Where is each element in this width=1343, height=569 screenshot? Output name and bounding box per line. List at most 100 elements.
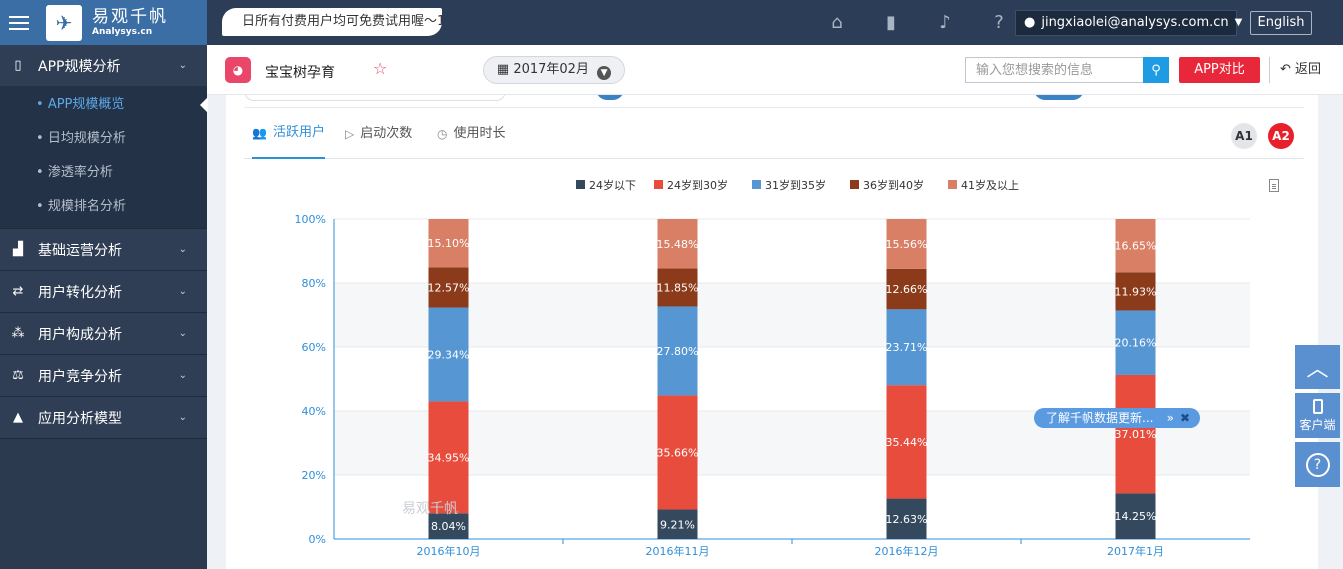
- calendar-icon: ▦: [496, 62, 510, 77]
- user-icon: ●: [1024, 15, 1036, 30]
- data-label: 9.21%: [660, 518, 695, 531]
- nav-head-user-competition[interactable]: ⚖ 用户竞争分析 ⌄: [0, 355, 207, 396]
- chevron-down-icon: ⌄: [178, 244, 187, 255]
- logo-icon[interactable]: ✈: [46, 4, 82, 41]
- app-name: 宝宝树孕育: [265, 65, 335, 81]
- scroll-top-button[interactable]: ︿: [1295, 345, 1340, 389]
- bar-chart-icon[interactable]: ▮: [886, 12, 896, 33]
- nav-head-user-composition[interactable]: ⁂ 用户构成分析 ⌄: [0, 313, 207, 354]
- export-document-icon[interactable]: [1269, 179, 1279, 192]
- watermark-text: 易观千帆: [402, 501, 458, 517]
- content-panel: 👥 活跃用户 ▷ 启动次数 ◷ 使用时长 A1 A2 0% 20% 40% 60% 80…: [226, 95, 1318, 569]
- nav-head-user-conversion[interactable]: ⇄ 用户转化分析 ⌄: [0, 271, 207, 312]
- model-icon: ▲: [13, 410, 23, 425]
- play-icon: ▷: [345, 127, 355, 141]
- double-chevron-right-icon[interactable]: »: [1166, 411, 1174, 425]
- menu-toggle-icon[interactable]: [0, 0, 38, 45]
- logo-area: ✈ 易观千帆 Analysys.cn: [0, 0, 207, 45]
- bar-segment: [657, 268, 698, 307]
- y-tick-label: 20%: [302, 469, 326, 482]
- sidebar-item-scale-ranking[interactable]: • 规模排名分析: [36, 199, 126, 214]
- home-icon[interactable]: ⌂: [831, 12, 843, 33]
- bar-segment: [657, 509, 698, 539]
- nav-head-label: 用户竞争分析: [38, 368, 122, 385]
- help-icon[interactable]: ?: [994, 12, 1004, 33]
- client-download-button[interactable]: 客户端: [1295, 393, 1340, 438]
- nav-head-analysis-model[interactable]: ▲ 应用分析模型 ⌄: [0, 397, 207, 438]
- chevron-down-icon: ⌄: [178, 370, 187, 381]
- chevron-down-icon: ▼: [597, 66, 612, 80]
- data-label: 12.57%: [428, 281, 470, 294]
- user-menu[interactable]: ● jingxiaolei@analysys.com.cn ▼: [1015, 10, 1242, 36]
- page-edge: [1330, 95, 1343, 569]
- search-input[interactable]: [965, 57, 1143, 83]
- tab-active-users[interactable]: 👥 活跃用户: [252, 115, 325, 159]
- metric-tabs: 👥 活跃用户 ▷ 启动次数 ◷ 使用时长: [244, 115, 1304, 159]
- sub-header: ◕ 宝宝树孕育 ☆ ▦ 2017年02月 ▼ ⚲ APP对比 ↶ 返回: [207, 45, 1343, 95]
- data-label: 20.16%: [1115, 337, 1157, 350]
- badge-a1[interactable]: A1: [1231, 123, 1257, 149]
- notice-banner[interactable]: 日所有付费用户均可免费试用喔～12: [222, 8, 442, 36]
- nav-group-basic-ops: ▟ 基础运营分析 ⌄: [0, 229, 207, 271]
- top-icons: ⌂ ▮ ♪ ?: [810, 0, 1026, 45]
- back-button[interactable]: ↶ 返回: [1269, 57, 1321, 83]
- data-label: 15.10%: [428, 237, 470, 250]
- y-tick-label: 100%: [295, 213, 326, 226]
- bar-segment: [1115, 219, 1156, 273]
- language-button[interactable]: English: [1250, 11, 1312, 35]
- nav-head-basic-ops[interactable]: ▟ 基础运营分析 ⌄: [0, 229, 207, 270]
- tab-launch-count[interactable]: ▷ 启动次数: [345, 115, 412, 159]
- tab-usage-duration[interactable]: ◷ 使用时长: [437, 115, 506, 159]
- legend-label: 36岁到40岁: [863, 178, 924, 192]
- help-button[interactable]: ?: [1295, 442, 1340, 487]
- sidebar-item-label: 渗透率分析: [47, 165, 113, 180]
- chevron-up-icon: ︿: [1306, 357, 1329, 382]
- close-icon[interactable]: ✖: [1179, 411, 1190, 425]
- date-value: 2017年02月: [513, 62, 589, 77]
- favorite-star-icon[interactable]: ☆: [373, 59, 388, 78]
- y-tick-label: 0%: [309, 533, 326, 546]
- nav-group-user-competition: ⚖ 用户竞争分析 ⌄: [0, 355, 207, 397]
- bar-segment: [1115, 310, 1156, 375]
- bell-icon[interactable]: ♪: [939, 12, 951, 33]
- bar-segment: [886, 268, 927, 310]
- bar-segment: [657, 395, 698, 510]
- bar-segment: [1115, 374, 1156, 494]
- chevron-down-icon: ⌄: [178, 328, 187, 339]
- bar-segment: [886, 385, 927, 499]
- data-update-notice[interactable]: 了解千帆数据更新... » ✖: [1034, 408, 1200, 428]
- data-label: 12.63%: [886, 513, 928, 526]
- data-label: 15.56%: [886, 238, 928, 251]
- app-compare-button[interactable]: APP对比: [1179, 57, 1260, 83]
- badge-a2[interactable]: A2: [1268, 123, 1294, 149]
- legend-swatch: [752, 180, 761, 189]
- nav-head-label: 用户构成分析: [38, 326, 122, 343]
- y-tick-label: 40%: [302, 405, 326, 418]
- nav-head-label: 基础运营分析: [38, 242, 122, 259]
- sidebar-item-penetration[interactable]: • 渗透率分析: [36, 165, 113, 180]
- tab-label: 活跃用户: [272, 125, 325, 140]
- sidebar-item-daily-scale[interactable]: • 日均规模分析: [36, 131, 126, 146]
- nav-sub-list: • APP规模概览 • 日均规模分析 • 渗透率分析 • 规模排名分析: [0, 86, 208, 228]
- logo-text[interactable]: 易观千帆 Analysys.cn: [92, 7, 168, 38]
- x-tick-label: 2016年11月: [646, 544, 710, 558]
- legend-swatch: [850, 180, 859, 189]
- users-icon: 👥: [252, 126, 267, 140]
- legend-label: 24岁以下: [589, 178, 636, 192]
- scrolled-button: [1034, 95, 1084, 100]
- nav-head-app-scale[interactable]: ▯ APP规模分析 ⌄: [0, 45, 207, 86]
- nav-group-user-composition: ⁂ 用户构成分析 ⌄: [0, 313, 207, 355]
- clock-icon: ◷: [437, 127, 448, 141]
- x-tick-label: 2017年1月: [1107, 544, 1164, 558]
- scrolled-controls: [244, 95, 1304, 101]
- sidebar-item-app-scale-overview[interactable]: • APP规模概览: [0, 88, 208, 122]
- chevron-down-icon: ⌄: [178, 60, 187, 71]
- x-tick-label: 2016年10月: [417, 544, 481, 558]
- search-icon[interactable]: ⚲: [1143, 57, 1169, 83]
- scale-icon: ⚖: [12, 368, 24, 383]
- logo-en: Analysys.cn: [92, 27, 153, 37]
- data-label: 16.65%: [1115, 240, 1157, 253]
- sidebar-item-label: APP规模概览: [47, 97, 125, 112]
- legend-swatch: [948, 180, 957, 189]
- date-picker[interactable]: ▦ 2017年02月 ▼: [483, 56, 625, 84]
